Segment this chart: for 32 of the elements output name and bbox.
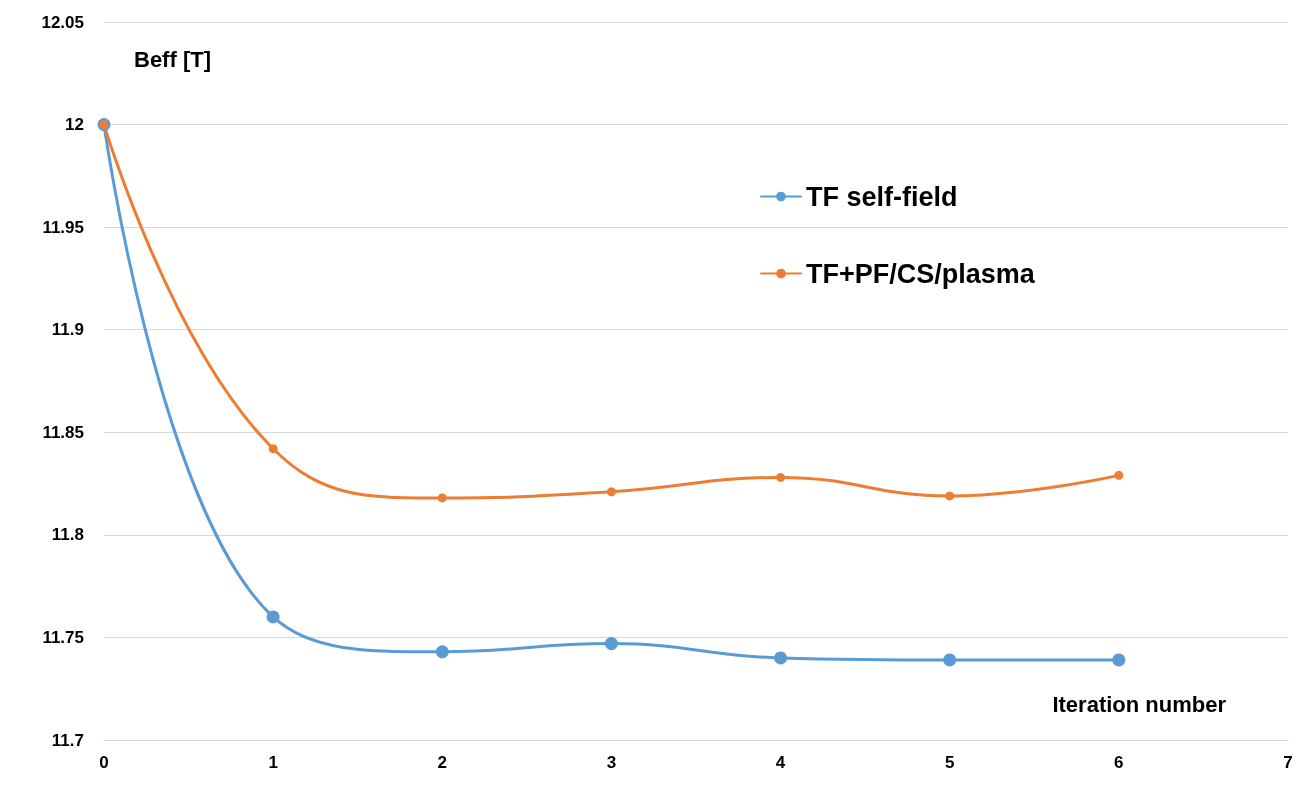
x-tick-label: 2 (437, 753, 448, 772)
y-tick-label: 11.75 (42, 627, 84, 647)
y-tick-label: 11.85 (42, 422, 84, 442)
legend-label: TF self-field (806, 181, 958, 212)
x-tick-label: 7 (1283, 753, 1293, 772)
point (437, 493, 447, 503)
y-tick-label: 11.9 (51, 320, 84, 340)
point (1114, 470, 1124, 480)
point (435, 645, 449, 659)
y-tick-label: 12 (65, 115, 84, 135)
point (776, 472, 786, 482)
point (606, 487, 616, 497)
legend-label: TF+PF/CS/plasma (806, 258, 1036, 289)
point (266, 610, 280, 624)
point (774, 651, 788, 665)
x-tick-label: 5 (944, 753, 955, 772)
point (604, 637, 618, 651)
x-tick-label: 0 (99, 753, 109, 772)
x-tick-label: 6 (1114, 753, 1124, 772)
y-tick-label: 11.7 (51, 730, 84, 750)
x-tick-label: 1 (268, 753, 278, 772)
y-axis-title: Beff [T] (134, 46, 211, 72)
x-axis-title: Iteration number (1052, 691, 1227, 717)
y-tick-label: 12.05 (41, 12, 84, 32)
point (1112, 653, 1126, 667)
x-tick-label: 3 (606, 753, 617, 772)
x-tick-label: 4 (775, 753, 786, 772)
y-tick-label: 11.8 (51, 525, 84, 545)
point (268, 444, 278, 454)
y-tick-label: 11.95 (42, 217, 84, 237)
point (943, 653, 957, 667)
point (945, 491, 955, 501)
